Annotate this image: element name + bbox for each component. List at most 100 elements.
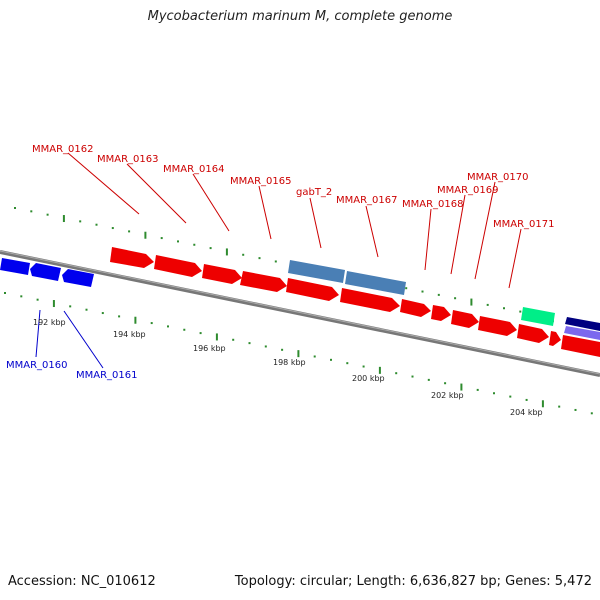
minor-tick [395,372,398,375]
gene-label-MMAR_0160[interactable]: MMAR_0160 [6,360,68,371]
minor-tick [118,315,121,318]
minor-tick [493,392,495,395]
minor-tick [421,290,424,293]
minor-tick [242,253,245,256]
reverse-leader-lines [35,309,104,369]
inner-tick-track [4,292,593,415]
minor-tick [346,362,349,365]
forward-gene-group [110,247,600,357]
gene-label-MMAR_0169[interactable]: MMAR_0169 [437,185,499,196]
gene-arrow-reverse[interactable] [62,269,94,287]
gene-label-MMAR_0170[interactable]: MMAR_0170 [467,172,529,183]
minor-tick [486,303,489,306]
gene-arrow-forward[interactable] [286,278,339,301]
minor-tick [177,240,179,243]
minor-tick [30,210,33,213]
scale-label: 192 kbp [33,318,66,327]
minor-tick [20,295,23,298]
minor-tick [411,375,414,378]
minor-tick [150,322,153,325]
gene-label-MMAR_0167[interactable]: MMAR_0167 [336,195,398,206]
minor-tick [46,213,49,216]
gene-label-gabT_2[interactable]: gabT_2 [296,187,332,198]
minor-tick [574,408,577,411]
minor-tick [14,207,16,209]
scale-label: 196 kbp [193,344,226,353]
gabT-gene-group [288,260,406,295]
minor-tick [4,292,6,294]
minor-tick [330,358,332,361]
accession-text: Accession: NC_010612 [8,574,156,589]
minor-tick [183,328,186,331]
gene-arrow-forward[interactable] [451,310,479,328]
gene-arrow-forward[interactable] [517,324,549,343]
minor-tick [160,237,163,240]
minor-tick [193,243,196,246]
gene-label-MMAR_0163[interactable]: MMAR_0163 [97,154,159,165]
map-title: Mycobacterium marinum M, complete genome [147,9,453,24]
gene-label-MMAR_0165[interactable]: MMAR_0165 [230,176,292,187]
minor-tick [558,405,561,408]
gene-label-MMAR_0168[interactable]: MMAR_0168 [402,199,464,210]
scale-label: 200 kbp [352,374,385,383]
gene-arrow-forward[interactable] [340,288,400,312]
minor-tick [95,223,98,226]
minor-tick [509,395,512,398]
gene-arrow-forward[interactable] [154,255,202,277]
gene-arrow-reverse[interactable] [30,263,61,281]
genome-backbone-highlight [0,250,600,375]
scale-label: 204 kbp [510,408,543,417]
gene-label-MMAR_0171[interactable]: MMAR_0171 [493,219,555,230]
scale-label: 198 kbp [273,358,306,367]
gene-block-gabT-left[interactable] [288,260,345,283]
gene-arrow-reverse[interactable] [0,258,30,275]
minor-tick [167,325,169,328]
reverse-gene-group [0,258,94,287]
minor-tick [79,220,82,223]
minor-tick [476,388,479,391]
minor-tick [128,230,131,233]
minor-tick [248,342,251,345]
gene-arrow-forward[interactable] [561,335,600,357]
gene-label-MMAR_0162[interactable]: MMAR_0162 [32,144,94,155]
minor-tick [519,310,522,313]
minor-tick [454,297,457,300]
minor-tick [209,247,212,250]
minor-tick [36,298,39,301]
minor-tick [405,287,408,290]
genome-backbone [0,250,600,377]
genome-summary-text: Topology: circular; Length: 6,636,827 bp… [234,574,592,589]
gene-arrow-forward[interactable] [549,331,561,346]
gene-label-MMAR_0161[interactable]: MMAR_0161 [76,370,138,381]
minor-tick [525,398,528,401]
minor-tick [437,293,440,296]
scale-label: 194 kbp [113,330,146,339]
gene-arrow-forward[interactable] [478,316,517,336]
minor-tick [111,227,114,230]
forward-leader-lines [67,152,522,289]
gene-arrow-forward[interactable] [431,305,451,321]
minor-tick [503,307,505,310]
minor-tick [101,312,104,315]
scale-label: 202 kbp [431,391,464,400]
gene-label-MMAR_0164[interactable]: MMAR_0164 [163,164,225,175]
minor-tick [281,348,284,351]
minor-tick [444,382,447,385]
feature-green[interactable] [521,307,555,326]
gene-block-gabT-right[interactable] [345,271,406,295]
feature-navy[interactable] [565,317,600,331]
gene-arrow-forward[interactable] [400,299,431,317]
minor-tick [264,345,267,348]
minor-tick [427,378,430,381]
minor-tick [362,365,365,368]
minor-tick [313,355,316,358]
gene-arrow-forward[interactable] [110,247,154,268]
minor-tick [274,260,277,263]
gene-arrow-forward[interactable] [240,271,287,292]
minor-tick [199,332,202,335]
gene-arrow-forward[interactable] [202,264,242,284]
minor-tick [590,412,593,415]
minor-tick [258,257,261,260]
feature-lavender[interactable] [564,326,600,340]
